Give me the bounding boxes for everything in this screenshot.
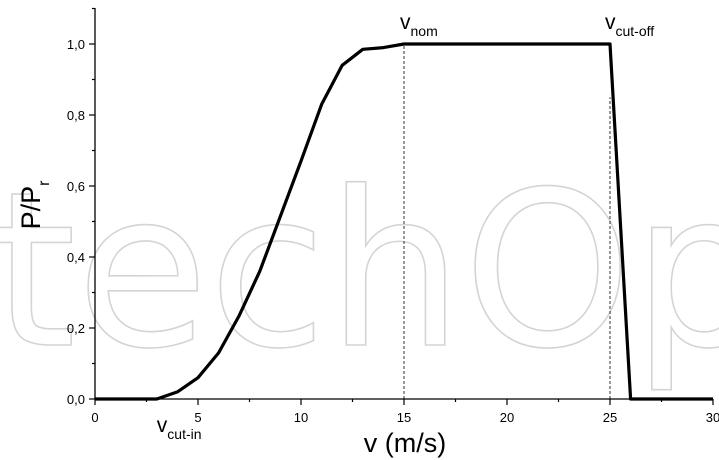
annotation-symbol: v xyxy=(157,414,168,437)
x-tick-label: 25 xyxy=(603,410,617,425)
y-tick-label: 0,8 xyxy=(67,108,85,123)
annotation-nom: vnom xyxy=(400,11,438,39)
y-tick-label: 0,2 xyxy=(67,321,85,336)
annotation-subscript: cut-off xyxy=(616,23,655,39)
x-tick-label: 5 xyxy=(194,410,201,425)
annotation-subscript: nom xyxy=(411,23,438,39)
y-axis-title: P/P xyxy=(16,186,46,230)
x-axis-title: v (m/s) xyxy=(364,428,446,458)
y-tick-label: 0,4 xyxy=(67,250,85,265)
y-axis-title-subscript: r xyxy=(36,180,53,186)
y-tick-label: 0,6 xyxy=(67,179,85,194)
y-tick-label: 0,0 xyxy=(67,392,85,407)
x-tick-label: 30 xyxy=(706,410,719,425)
y-axis-title-group: P/Pr xyxy=(16,180,53,230)
annotation-symbol: v xyxy=(605,11,616,34)
reference-lines xyxy=(403,44,611,399)
ticks: 0 5 10 15 20 25 30 0,0 0,2 0,4 0,6 0,8 1,0 xyxy=(67,7,719,425)
x-tick-label: 20 xyxy=(500,410,514,425)
annotation-subscript: cut-in xyxy=(167,426,201,442)
svg-text:P/Pr: P/Pr xyxy=(16,180,53,230)
series-group xyxy=(95,42,713,401)
x-tick-label: 0 xyxy=(91,410,98,425)
watermark: techOpen xyxy=(0,145,719,396)
annotation-cut-off: vcut-off xyxy=(605,11,654,39)
power-curve-line xyxy=(95,42,713,401)
annotation-symbol: v xyxy=(400,11,411,34)
x-tick-label: 15 xyxy=(397,410,411,425)
x-tick-label: 10 xyxy=(294,410,308,425)
annotation-cut-in: vcut-in xyxy=(157,414,202,442)
y-tick-label: 1,0 xyxy=(67,37,85,52)
